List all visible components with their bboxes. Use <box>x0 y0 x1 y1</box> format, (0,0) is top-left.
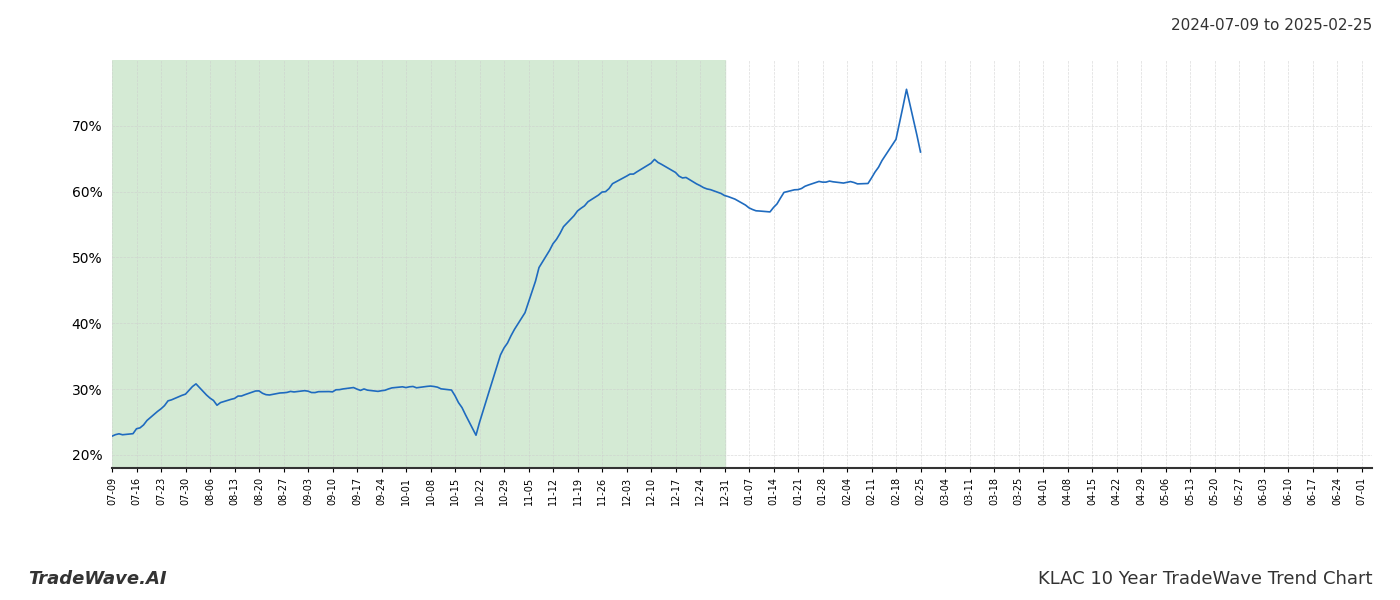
Text: TradeWave.AI: TradeWave.AI <box>28 570 167 588</box>
Text: 2024-07-09 to 2025-02-25: 2024-07-09 to 2025-02-25 <box>1170 18 1372 33</box>
Text: KLAC 10 Year TradeWave Trend Chart: KLAC 10 Year TradeWave Trend Chart <box>1037 570 1372 588</box>
Bar <box>112 60 725 468</box>
